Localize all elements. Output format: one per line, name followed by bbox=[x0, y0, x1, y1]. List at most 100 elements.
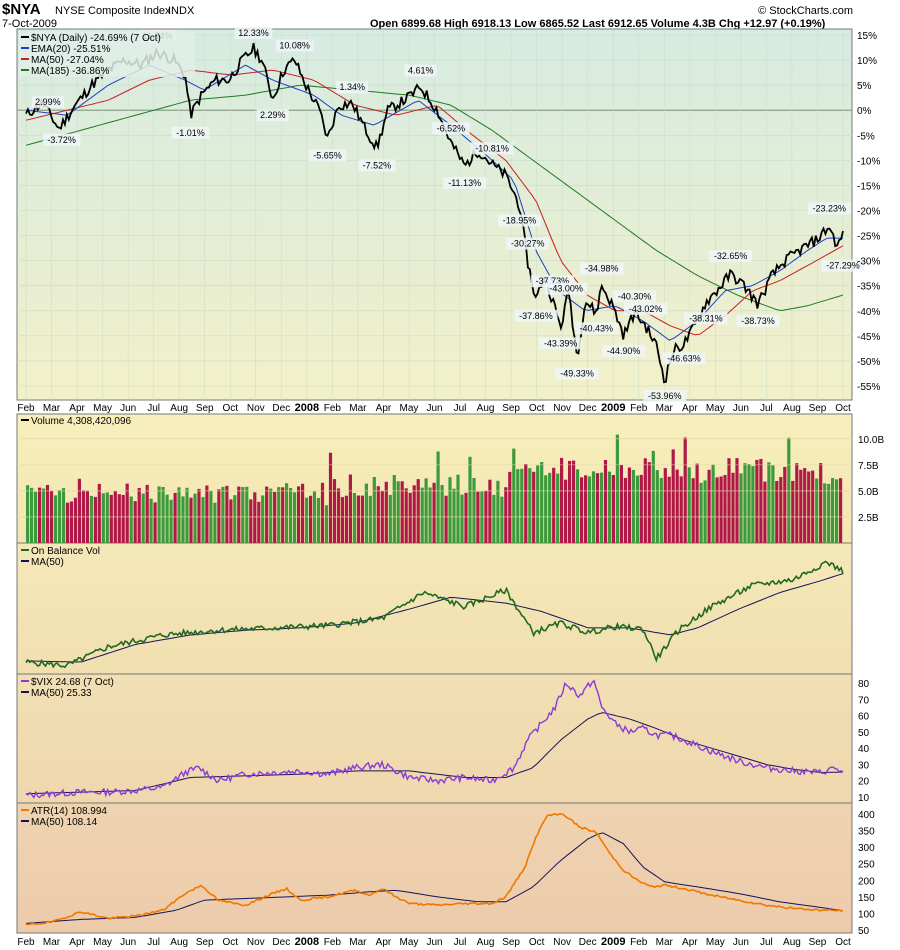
volume-bar bbox=[440, 485, 444, 543]
annotation-label: -27.29% bbox=[826, 261, 860, 271]
volume-bar bbox=[775, 481, 779, 543]
volume-bar bbox=[249, 499, 253, 543]
y-tick-label: -10% bbox=[857, 156, 880, 167]
annotation-label: -23.23% bbox=[813, 204, 847, 214]
x-tick-label: May bbox=[93, 403, 112, 414]
volume-bar bbox=[611, 475, 615, 543]
x-tick-label: May bbox=[400, 937, 419, 948]
x-tick-label: Jun bbox=[120, 403, 136, 414]
legend-label: MA(50) 108.14 bbox=[31, 817, 98, 828]
annotation-label: -1.01% bbox=[176, 128, 205, 138]
y-tick-label: 250 bbox=[858, 860, 875, 871]
volume-bar bbox=[464, 492, 468, 543]
volume-bar bbox=[65, 502, 70, 543]
volume-bar bbox=[73, 497, 77, 543]
volume-bar bbox=[412, 485, 416, 543]
annotation-label: -43.00% bbox=[549, 284, 583, 294]
x-tick-label: Aug bbox=[783, 937, 801, 948]
volume-bar bbox=[416, 479, 420, 543]
y-tick-label: -40% bbox=[857, 307, 880, 318]
x-tick-label: Dec bbox=[579, 937, 597, 948]
price-yaxis: 15% 10% 5% 0% -5% -10% -15% -20% -25% -30% -35% -40… bbox=[857, 31, 880, 393]
volume-bar bbox=[301, 483, 305, 543]
volume-bar bbox=[779, 477, 783, 543]
volume-bar bbox=[795, 463, 799, 543]
annotation-box bbox=[514, 309, 558, 322]
obv-series bbox=[25, 560, 844, 669]
x-tick-label: Feb bbox=[17, 403, 35, 414]
y-tick-label: 100 bbox=[858, 909, 875, 920]
annotation-label: -6.52% bbox=[437, 123, 466, 133]
x-tick-label: Jul bbox=[454, 937, 467, 948]
volume-bar bbox=[504, 487, 508, 543]
volume-bar bbox=[93, 496, 97, 543]
volume-bar bbox=[703, 480, 707, 543]
annotation-box bbox=[506, 237, 550, 250]
volume-bar bbox=[655, 470, 659, 543]
x-tick-label: Apr bbox=[682, 937, 698, 948]
volume-bar bbox=[89, 495, 93, 543]
volume-bar bbox=[671, 449, 675, 543]
x-tick-label: Oct bbox=[529, 937, 545, 948]
x-tick-label: Feb bbox=[630, 403, 648, 414]
volume-bar bbox=[647, 462, 651, 543]
volume-bar bbox=[297, 486, 301, 543]
volume-bar bbox=[432, 482, 436, 543]
volume-bar bbox=[823, 483, 827, 543]
volume-bar bbox=[568, 460, 572, 543]
volume-bar bbox=[591, 471, 596, 543]
chart-date: 7-Oct-2009 bbox=[2, 18, 57, 30]
annotation-box bbox=[31, 96, 64, 109]
legend-label: Volume 4,308,420,096 bbox=[31, 416, 132, 427]
vix-panel bbox=[16, 673, 853, 804]
y-tick-label: 50 bbox=[858, 926, 870, 937]
annotation-box bbox=[613, 290, 657, 303]
volume-bar bbox=[839, 478, 843, 543]
annotation-label: -7.52% bbox=[363, 160, 392, 170]
index-name: NYSE Composite Index bbox=[55, 5, 171, 17]
volume-yaxis: 10.0B 7.5B 5.0B 2.5B bbox=[17, 435, 884, 524]
annotation-label: -3.72% bbox=[47, 135, 76, 145]
time-axis-top: Feb Mar Apr May Jun Jul Aug Sep Oct Nov Dec 2008 Feb… bbox=[17, 402, 851, 414]
volume-bar bbox=[496, 480, 500, 543]
volume-bar bbox=[328, 452, 333, 543]
x-tick-label: May bbox=[93, 937, 112, 948]
volume-bar bbox=[340, 497, 344, 543]
annotation-box bbox=[432, 122, 470, 135]
y-tick-label: -25% bbox=[857, 232, 880, 243]
atr-yaxis: 400 350 300 250 200 150 100 50 bbox=[858, 810, 875, 937]
volume-bar bbox=[201, 497, 205, 543]
volume-bar bbox=[532, 471, 536, 543]
annotation-box bbox=[624, 302, 668, 315]
x-tick-label: Feb bbox=[630, 937, 648, 948]
x-tick-label: Sep bbox=[502, 937, 520, 948]
x-tick-label: Feb bbox=[324, 403, 342, 414]
x-tick-label: Apr bbox=[69, 403, 85, 414]
annotation-box bbox=[684, 312, 728, 325]
volume-bar bbox=[332, 479, 337, 543]
legend-label: $NYA (Daily) -24.69% (7 Oct) bbox=[31, 33, 161, 44]
annotation-label: -11.13% bbox=[448, 178, 481, 188]
price-annotations: 2.99%-3.72%11.54%-1.01%12.33%10.08%2.29%… bbox=[31, 27, 865, 403]
volume-bar bbox=[97, 483, 101, 543]
annotation-label: -37.86% bbox=[519, 311, 553, 321]
volume-bar bbox=[691, 478, 695, 543]
annotation-label: -18.95% bbox=[503, 216, 537, 226]
annotation-label: -32.65% bbox=[714, 251, 748, 261]
volume-bar bbox=[217, 489, 221, 543]
volume-bar bbox=[755, 459, 759, 543]
volume-bar bbox=[723, 475, 727, 543]
annotation-box bbox=[662, 352, 706, 365]
volume-bar bbox=[261, 495, 265, 543]
volume-bar bbox=[348, 474, 352, 543]
volume-bar bbox=[819, 463, 823, 543]
volume-bar bbox=[512, 448, 516, 543]
volume-bar bbox=[587, 476, 592, 543]
vix-series bbox=[25, 679, 844, 799]
y-tick-label: 5.0B bbox=[858, 487, 879, 498]
volume-bar bbox=[448, 477, 452, 543]
x-tick-label: Sep bbox=[809, 403, 827, 414]
x-tick-label: Jun bbox=[426, 403, 442, 414]
